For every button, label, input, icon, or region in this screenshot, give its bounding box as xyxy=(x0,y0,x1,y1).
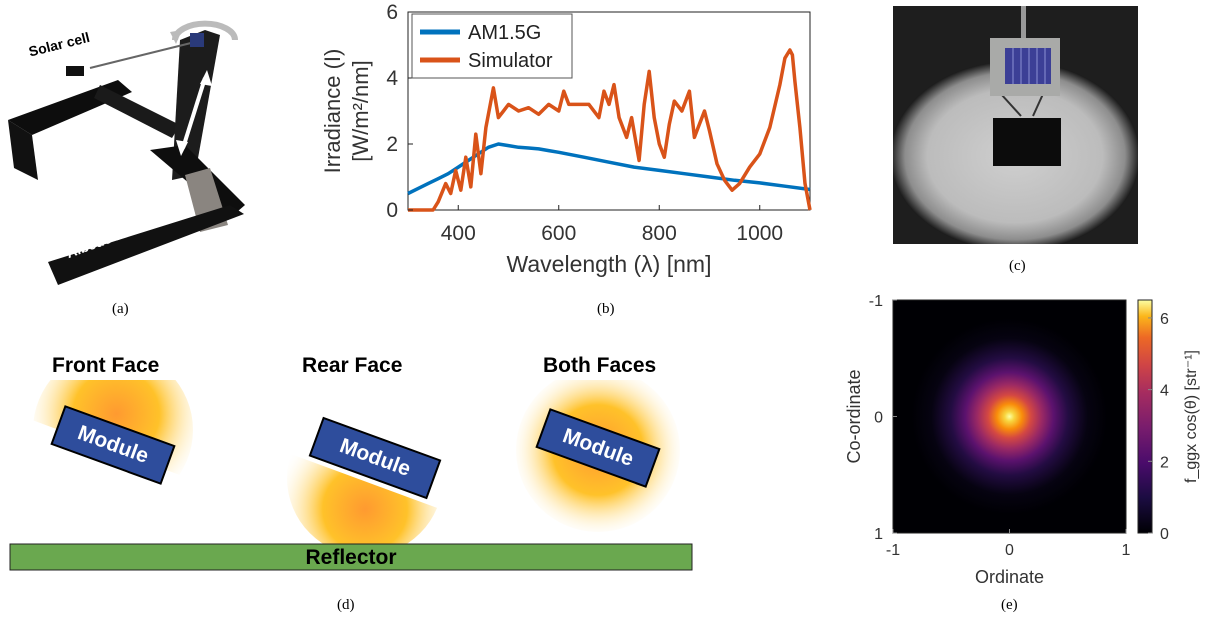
y-tick-label: 6 xyxy=(386,1,398,24)
x-axis-label: Wavelength (λ) [nm] xyxy=(507,251,712,277)
both-module-rect xyxy=(535,408,661,488)
x-tick-label: -1 xyxy=(886,542,900,559)
front-face-title: Front Face xyxy=(52,354,160,377)
reflector-label: Reflector xyxy=(305,546,397,569)
colorbar xyxy=(1137,299,1153,534)
arrowhead-up-icon xyxy=(200,70,212,86)
caption-a: (a) xyxy=(112,301,129,317)
y-tick-label: 0 xyxy=(386,199,398,222)
colorbar-tick-label: 6 xyxy=(1160,311,1169,328)
series-line-simulator xyxy=(408,48,812,212)
shadow xyxy=(993,118,1061,166)
colorbar-label: f_ggx cos(θ) [str⁻¹] xyxy=(1183,350,1200,483)
x-tick-label: 0 xyxy=(1005,542,1014,559)
light-spot-photo xyxy=(893,6,1138,244)
series-line-am1-5g xyxy=(407,142,811,196)
colorbar-tick-label: 0 xyxy=(1160,526,1169,543)
y-axis-label-line1: Irradiance (I) xyxy=(320,49,345,174)
y-tick-label: 0 xyxy=(874,410,883,427)
frame-side-arm xyxy=(94,85,180,138)
legend-entry: Simulator xyxy=(468,50,553,72)
cell-arm xyxy=(89,41,196,69)
colorbar-tick-label: 2 xyxy=(1160,454,1169,471)
simulator-photo xyxy=(893,6,1138,244)
front-module-rect xyxy=(50,405,176,485)
y-axis-label-line2: [W/m²/nm] xyxy=(348,60,373,161)
legend-box xyxy=(411,13,573,79)
x-tick-label: 1000 xyxy=(736,222,783,245)
y-tick-label: 4 xyxy=(386,67,398,90)
x-tick-label: 1 xyxy=(1122,542,1131,559)
frame-left-leg xyxy=(8,120,38,180)
solar-cell-icon xyxy=(66,66,84,76)
rear-module-rect xyxy=(308,416,442,500)
caption-b: (b) xyxy=(597,301,615,317)
y-tick-label: 2 xyxy=(386,133,398,156)
heatmap-peak xyxy=(911,318,1108,515)
y-tick-label: -1 xyxy=(869,293,883,310)
rotation-arrowhead-icon xyxy=(170,30,182,44)
x-tick-label: 600 xyxy=(541,222,576,245)
both-faces-title: Both Faces xyxy=(543,354,657,377)
panel-a-illustration xyxy=(0,0,250,300)
spectrum-chart: 400 600 800 1000 0 2 4 6 Wavelength (λ) [nm] Irra… xyxy=(320,1,812,277)
x-tick-label: 800 xyxy=(642,222,677,245)
albedo-holder-drawing xyxy=(8,20,245,285)
arrowhead-down-icon xyxy=(176,140,188,156)
module-schematic xyxy=(9,380,693,571)
frame-bottom-front xyxy=(48,205,244,285)
caption-c: (c) xyxy=(1009,258,1026,274)
mount-head xyxy=(190,33,204,47)
y-axis-label: Co-ordinate xyxy=(844,369,864,463)
rear-face-title: Rear Face xyxy=(302,354,403,377)
caption-e: (e) xyxy=(1001,597,1018,613)
x-tick-label: 400 xyxy=(441,222,476,245)
legend-entry: AM1.5G xyxy=(468,22,541,44)
y-tick-label: 1 xyxy=(874,526,883,543)
mount-rod xyxy=(1021,6,1026,42)
caption-d: (d) xyxy=(337,597,355,613)
vertical-arrow-icon xyxy=(181,77,207,149)
legend: AM1.5G Simulator xyxy=(411,13,573,79)
x-axis-label: Ordinate xyxy=(975,567,1044,587)
colorbar-tick-label: 4 xyxy=(1160,383,1169,400)
reflector-bar xyxy=(9,543,693,571)
photo-solar-cell xyxy=(1005,48,1051,84)
